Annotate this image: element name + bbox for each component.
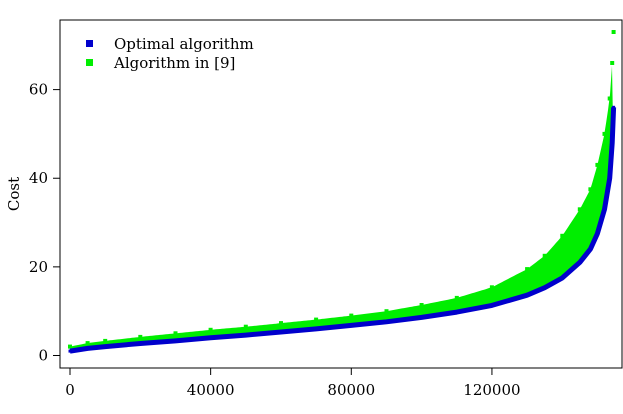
legend-label-algorithm-in-9: Algorithm in [9] <box>113 54 235 72</box>
y-tick-label: 40 <box>29 169 48 187</box>
optimal-algorithm-curve <box>69 107 617 354</box>
plot-frame <box>59 19 623 369</box>
x-axis: 0 40000 80000 120000 <box>65 368 521 399</box>
algorithm-in-9-point <box>588 187 593 192</box>
algorithm-in-9-point <box>243 324 248 329</box>
algorithm-in-9-point <box>68 344 72 349</box>
algorithm-in-9-point <box>138 334 143 339</box>
x-tick-label: 120000 <box>463 381 520 399</box>
y-tick-label: 60 <box>29 81 48 99</box>
algorithm-in-9-point <box>314 317 319 322</box>
algorithm-in-9-point <box>454 295 459 300</box>
algorithm-in-9-point <box>384 309 389 314</box>
legend-swatch-optimal-algorithm <box>86 40 93 47</box>
algorithm-in-9-point <box>610 61 615 65</box>
y-tick-label: 0 <box>38 347 48 365</box>
algorithm-in-9-point <box>542 253 547 258</box>
x-tick-label: 40000 <box>187 381 235 399</box>
y-tick-label: 20 <box>29 258 48 276</box>
legend-label-optimal-algorithm: Optimal algorithm <box>114 35 254 53</box>
series-fill-layer <box>70 65 613 351</box>
algorithm-in-9-point <box>607 96 612 101</box>
algorithm-in-9-point <box>560 233 565 238</box>
algorithm-in-9-point <box>279 321 283 326</box>
legend-swatch-algorithm-in-9 <box>86 59 93 66</box>
x-tick-label: 0 <box>65 381 75 399</box>
algorithm-in-9-point <box>419 303 424 307</box>
x-tick-label: 80000 <box>327 381 375 399</box>
algorithm-in-9-point <box>525 267 530 272</box>
algorithm-in-9-point <box>349 313 354 318</box>
algorithm-in-9-point <box>577 207 582 212</box>
algorithm-in-9-band <box>70 65 613 351</box>
algorithm-in-9-point <box>611 30 616 34</box>
algorithm-in-9-point <box>85 341 90 346</box>
series-marks-layer <box>68 30 617 354</box>
algorithm-in-9-point <box>103 338 108 343</box>
algorithm-in-9-point <box>602 131 607 136</box>
algorithm-in-9-point <box>173 331 178 336</box>
y-axis-label: Cost <box>5 177 23 211</box>
algorithm-in-9-point <box>595 162 600 167</box>
algorithm-in-9-point <box>208 327 213 332</box>
algorithm-in-9-point <box>489 285 494 290</box>
y-axis: 0 20 40 60 <box>29 81 60 365</box>
